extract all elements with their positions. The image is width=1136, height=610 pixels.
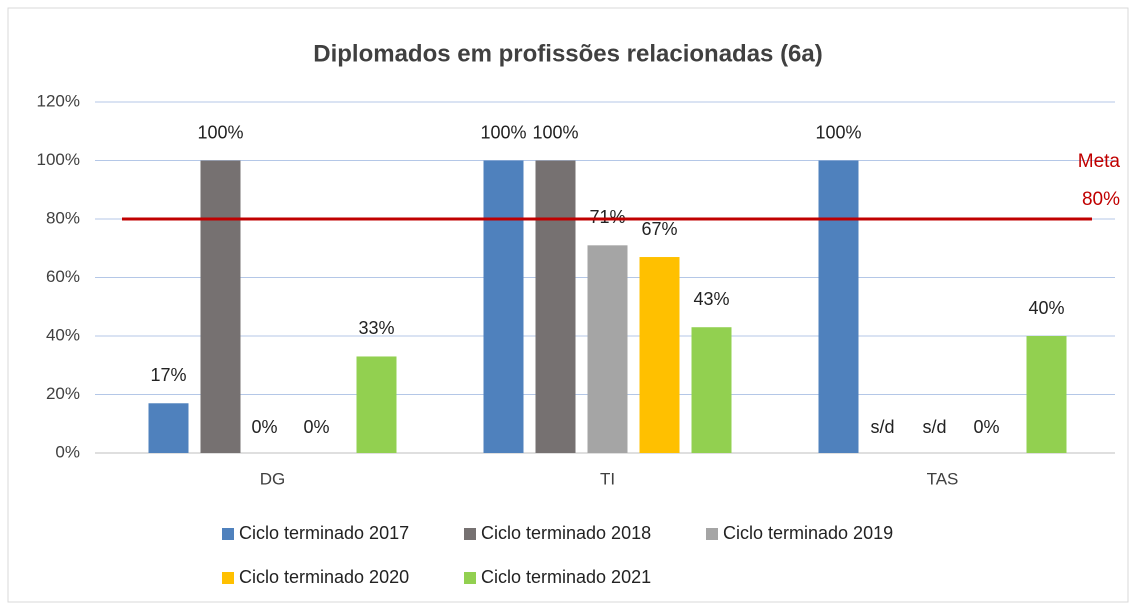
y-tick-label: 100% (37, 150, 80, 169)
value-label: 33% (358, 318, 394, 338)
value-label: 67% (641, 219, 677, 239)
bar (1026, 336, 1067, 453)
y-tick-label: 20% (46, 384, 80, 403)
y-tick-label: 40% (46, 325, 80, 344)
y-tick-label: 60% (46, 267, 80, 286)
legend-label: Ciclo terminado 2020 (239, 567, 409, 587)
legend-swatch (222, 572, 234, 584)
value-label: s/d (922, 417, 946, 437)
value-label: 40% (1028, 298, 1064, 318)
value-label: 43% (693, 289, 729, 309)
bar (148, 403, 189, 453)
value-label: 100% (532, 122, 578, 142)
x-tick-label: TAS (927, 469, 959, 488)
bar (639, 257, 680, 453)
legend-swatch (464, 528, 476, 540)
legend-swatch (222, 528, 234, 540)
legend-label: Ciclo terminado 2019 (723, 523, 893, 543)
y-tick-label: 120% (37, 91, 80, 110)
x-tick-label: DG (260, 469, 286, 488)
target-value-label: 80% (1082, 189, 1120, 210)
y-tick-label: 80% (46, 208, 80, 227)
value-label: 100% (815, 122, 861, 142)
bar (818, 160, 859, 453)
value-label: 17% (150, 365, 186, 385)
x-tick-label: TI (600, 469, 615, 488)
legend-swatch (706, 528, 718, 540)
value-label: 0% (303, 417, 329, 437)
target-label: Meta (1078, 151, 1121, 172)
bar (483, 160, 524, 453)
legend-label: Ciclo terminado 2017 (239, 523, 409, 543)
legend-label: Ciclo terminado 2021 (481, 567, 651, 587)
value-label: 100% (197, 122, 243, 142)
legend-swatch (464, 572, 476, 584)
value-label: 71% (589, 207, 625, 227)
chart-title: Diplomados em profissões relacionadas (6… (313, 40, 823, 67)
bar (691, 327, 732, 453)
value-label: 100% (480, 122, 526, 142)
y-tick-label: 0% (55, 442, 80, 461)
bar (200, 160, 241, 453)
bar (535, 160, 576, 453)
value-label: 0% (973, 417, 999, 437)
bar (587, 245, 628, 453)
value-label: 0% (251, 417, 277, 437)
bar (356, 356, 397, 453)
value-label: s/d (870, 417, 894, 437)
legend-label: Ciclo terminado 2018 (481, 523, 651, 543)
